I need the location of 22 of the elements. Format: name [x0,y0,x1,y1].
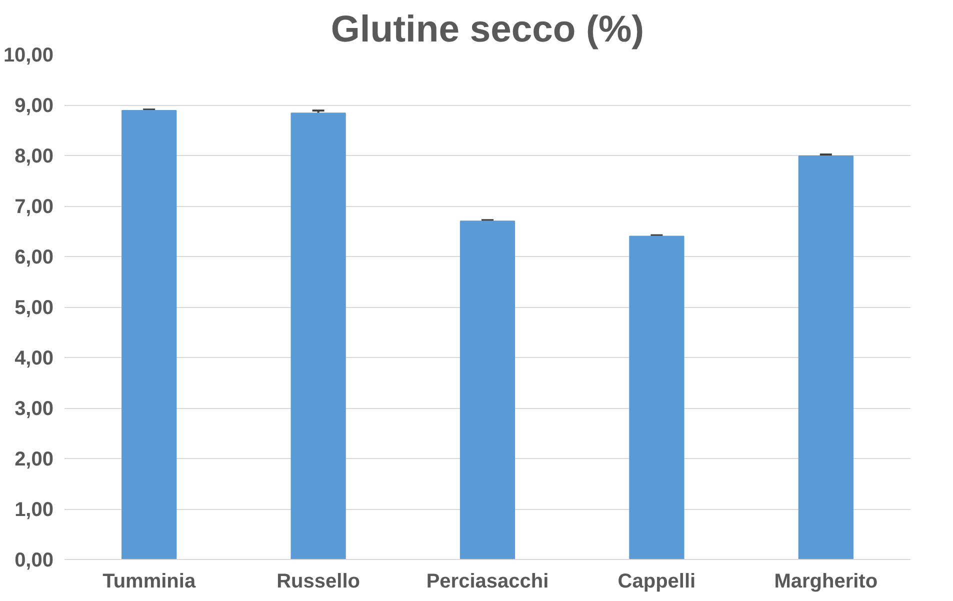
x-tick-label: Cappelli [618,570,696,592]
y-tick-label: 2,00 [14,448,54,470]
x-tick-label: Margherito [774,570,878,592]
bar [798,156,854,560]
bar [460,220,516,560]
bar [122,110,177,560]
y-tick-label: 1,00 [14,499,54,521]
y-tick-label: 10,00 [3,44,54,66]
chart-title: Glutine secco (%) [330,8,644,50]
y-tick-label: 6,00 [14,246,54,268]
bar [290,112,346,560]
x-tick-label: Perciasacchi [426,570,549,592]
bar [629,236,684,560]
y-tick-label: 5,00 [14,297,54,319]
y-tick-label: 9,00 [14,95,54,117]
y-tick-label: 0,00 [14,550,54,572]
y-tick-label: 3,00 [14,398,54,420]
y-tick-label: 4,00 [14,348,54,370]
y-tick-label: 8,00 [14,146,54,168]
x-tick-label: Tumminia [102,570,196,592]
x-tick-label: Russello [276,570,360,592]
y-tick-label: 7,00 [14,196,54,218]
